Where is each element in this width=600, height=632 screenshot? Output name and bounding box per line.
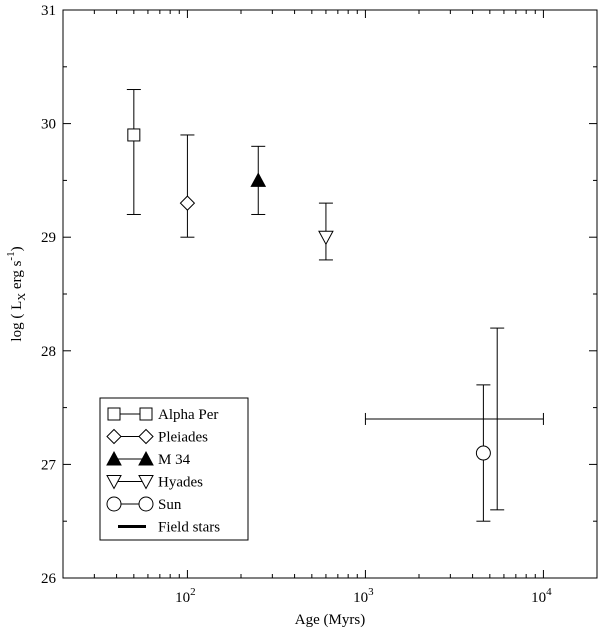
x-tick-label: 103 (353, 586, 374, 606)
legend-label: Hyades (158, 475, 203, 491)
legend-marker (106, 428, 122, 445)
legend: Alpha Per Pleiades M 34 Hyades Sun Field star… (99, 397, 249, 541)
legend-entry-hyades: Hyades (106, 475, 203, 491)
legend-marker (106, 450, 122, 466)
sun-point (475, 445, 491, 461)
m-34-point (250, 172, 267, 187)
y-tick-label: 29 (41, 230, 56, 246)
y-tick-label: 27 (41, 457, 57, 473)
series-sun (475, 384, 491, 522)
legend-label: Field stars (158, 520, 220, 536)
legend-marker (138, 475, 154, 490)
legend-marker (138, 496, 154, 512)
legend-label: Sun (158, 497, 182, 513)
y-tick-label: 30 (41, 117, 56, 133)
x-tick-label: 102 (175, 586, 196, 606)
legend-marker (106, 496, 122, 512)
axis-ticks: 26 27 28 29 30 31 102 103 104 (41, 3, 598, 606)
y-tick-label: 26 (41, 571, 57, 587)
y-tick-label: 31 (41, 3, 56, 19)
legend-entry-sun: Sun (106, 496, 182, 513)
series-hyades (318, 202, 334, 261)
legend-box (99, 397, 249, 541)
y-tick-label: 28 (41, 344, 56, 360)
series-field-stars (364, 327, 544, 511)
x-axis-label: Age (Myrs) (295, 612, 365, 628)
legend-marker (138, 428, 154, 445)
series-alpha-per (126, 89, 141, 215)
alpha-per-point (127, 128, 141, 142)
series-pleiades (179, 134, 196, 238)
legend-entry-pleiades: Pleiades (106, 428, 208, 446)
legend-entry-field-stars: Field stars (118, 520, 220, 536)
legend-entry-alpha-per: Alpha Per (107, 407, 218, 423)
series-m-34 (250, 145, 267, 215)
legend-entry-m-34: M 34 (106, 450, 191, 468)
legend-marker (107, 407, 121, 421)
y-axis-label: log ( LX erg s-1) (5, 246, 28, 341)
data-marks (126, 89, 544, 522)
legend-marker (139, 407, 153, 421)
legend-label: M 34 (158, 452, 191, 468)
legend-marker (138, 450, 154, 466)
legend-label: Pleiades (158, 430, 208, 446)
legend-label: Alpha Per (158, 407, 218, 423)
x-tick-label: 104 (531, 586, 552, 606)
pleiades-point (179, 195, 196, 211)
legend-marker (106, 475, 122, 490)
hyades-point (318, 230, 334, 246)
